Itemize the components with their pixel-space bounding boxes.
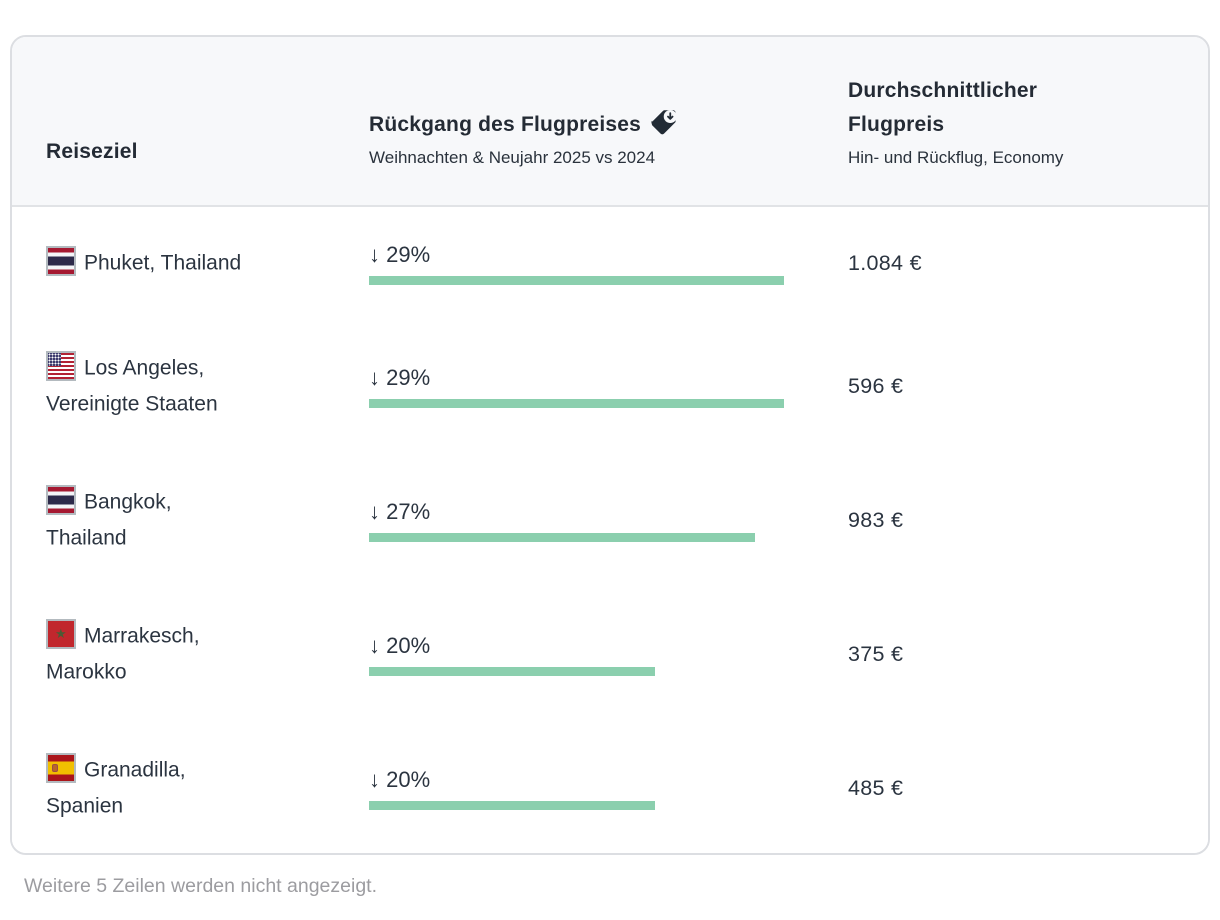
price-drop-cell: ↓ 29%	[369, 242, 848, 285]
column-header-flugpreis: Durchschnittlicher Flugpreis	[848, 79, 1038, 136]
price-drop-bar-track	[369, 532, 784, 542]
price-drop-bar-track	[369, 666, 784, 676]
header-cell-reiseziel: Reiseziel	[46, 135, 369, 205]
table-header: Reiseziel Rückgang des Flugpreises Weihn…	[12, 37, 1208, 207]
price-drop-bar-track	[369, 275, 784, 285]
price-drop-label: ↓ 20%	[369, 632, 431, 658]
price-drop-cell: ↓ 20%	[369, 633, 848, 676]
thailand-flag-icon	[46, 484, 76, 515]
destination-label: Phuket, Thailand	[84, 251, 242, 275]
price-drop-bar	[369, 800, 656, 810]
column-subtitle-flugpreis: Hin- und Rückflug, Economy	[848, 148, 1064, 167]
table-row-marrakesch: ★ Marrakesch, Marokko ↓ 20% 375 €	[12, 587, 1208, 721]
price-drop-bar-track	[369, 398, 784, 408]
usa-flag-canton	[48, 352, 61, 366]
header-cell-flugpreis: Durchschnittlicher Flugpreis Hin- und Rü…	[848, 74, 1172, 205]
thailand-flag-icon	[46, 245, 76, 276]
destination-label: Marrakesch, Marokko	[46, 624, 200, 684]
price-drop-label: ↓ 29%	[369, 241, 431, 267]
hidden-rows-note: Weitere 5 Zeilen werden nicht angezeigt.	[24, 875, 378, 897]
table-row-phuket: Phuket, Thailand ↓ 29% 1.084 €	[12, 207, 1208, 319]
table-row-granadilla: Granadilla, Spanien ↓ 20% 485 €	[12, 721, 1208, 853]
price-drop-label: ↓ 29%	[369, 364, 431, 390]
price-drop-bar	[369, 666, 656, 676]
morocco-flag-icon: ★	[46, 618, 76, 649]
price-drop-cell: ↓ 20%	[369, 767, 848, 810]
price-tag-down-icon	[649, 109, 678, 138]
destination-label: Bangkok, Thailand	[46, 490, 172, 550]
price-drop-bar	[369, 275, 784, 285]
column-header-reiseziel: Reiseziel	[46, 140, 138, 163]
flight-price-table-card: Reiseziel Rückgang des Flugpreises Weihn…	[10, 35, 1210, 855]
price-label: 1.084 €	[848, 250, 922, 275]
table-row-bangkok: Bangkok, Thailand ↓ 27% 983 €	[12, 453, 1208, 587]
price-label: 375 €	[848, 641, 904, 666]
header-cell-rueckgang: Rückgang des Flugpreises Weihnachten & N…	[369, 108, 848, 205]
table-row-los-angeles: Los Angeles, Vereinigte Staaten ↓ 29% 59…	[12, 319, 1208, 453]
price-drop-label: ↓ 20%	[369, 766, 431, 792]
column-subtitle-rueckgang: Weihnachten & Neujahr 2025 vs 2024	[369, 148, 656, 167]
destination-cell: Granadilla, Spanien	[46, 752, 351, 825]
destination-cell: Bangkok, Thailand	[46, 484, 351, 557]
destination-cell: Phuket, Thailand	[46, 245, 351, 281]
destination-label: Granadilla, Spanien	[46, 758, 186, 818]
price-drop-cell: ↓ 29%	[369, 365, 848, 408]
price-drop-label: ↓ 27%	[369, 498, 431, 524]
destination-cell: Los Angeles, Vereinigte Staaten	[46, 350, 351, 423]
destination-cell: ★ Marrakesch, Marokko	[46, 618, 351, 691]
price-drop-cell: ↓ 27%	[369, 499, 848, 542]
price-label: 596 €	[848, 373, 904, 398]
destination-label: Los Angeles, Vereinigte Staaten	[46, 356, 218, 416]
usa-flag-icon	[46, 350, 76, 381]
spain-flag-emblem	[52, 763, 58, 772]
table-body: Phuket, Thailand ↓ 29% 1.084 € Los Angel…	[12, 207, 1208, 853]
column-header-rueckgang: Rückgang des Flugpreises	[369, 113, 642, 136]
price-drop-bar	[369, 532, 756, 542]
price-drop-bar-track	[369, 800, 784, 810]
spain-flag-icon	[46, 752, 76, 783]
price-label: 485 €	[848, 775, 904, 800]
price-label: 983 €	[848, 507, 904, 532]
morocco-flag-star: ★	[54, 625, 67, 641]
price-drop-bar	[369, 398, 784, 408]
